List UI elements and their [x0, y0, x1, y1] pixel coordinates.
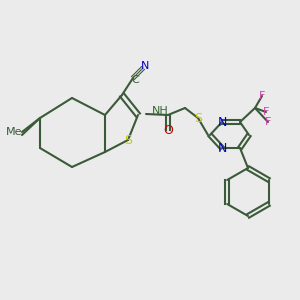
Text: N: N [217, 142, 227, 154]
Text: O: O [163, 124, 173, 136]
Text: Me: Me [5, 127, 22, 137]
Text: N: N [141, 61, 149, 71]
Text: C: C [131, 75, 139, 85]
Text: S: S [194, 112, 202, 124]
Text: NH: NH [152, 106, 169, 116]
Text: S: S [124, 134, 132, 146]
Text: N: N [217, 116, 227, 128]
Text: F: F [265, 117, 271, 127]
Text: F: F [263, 107, 269, 117]
Text: F: F [259, 91, 265, 101]
